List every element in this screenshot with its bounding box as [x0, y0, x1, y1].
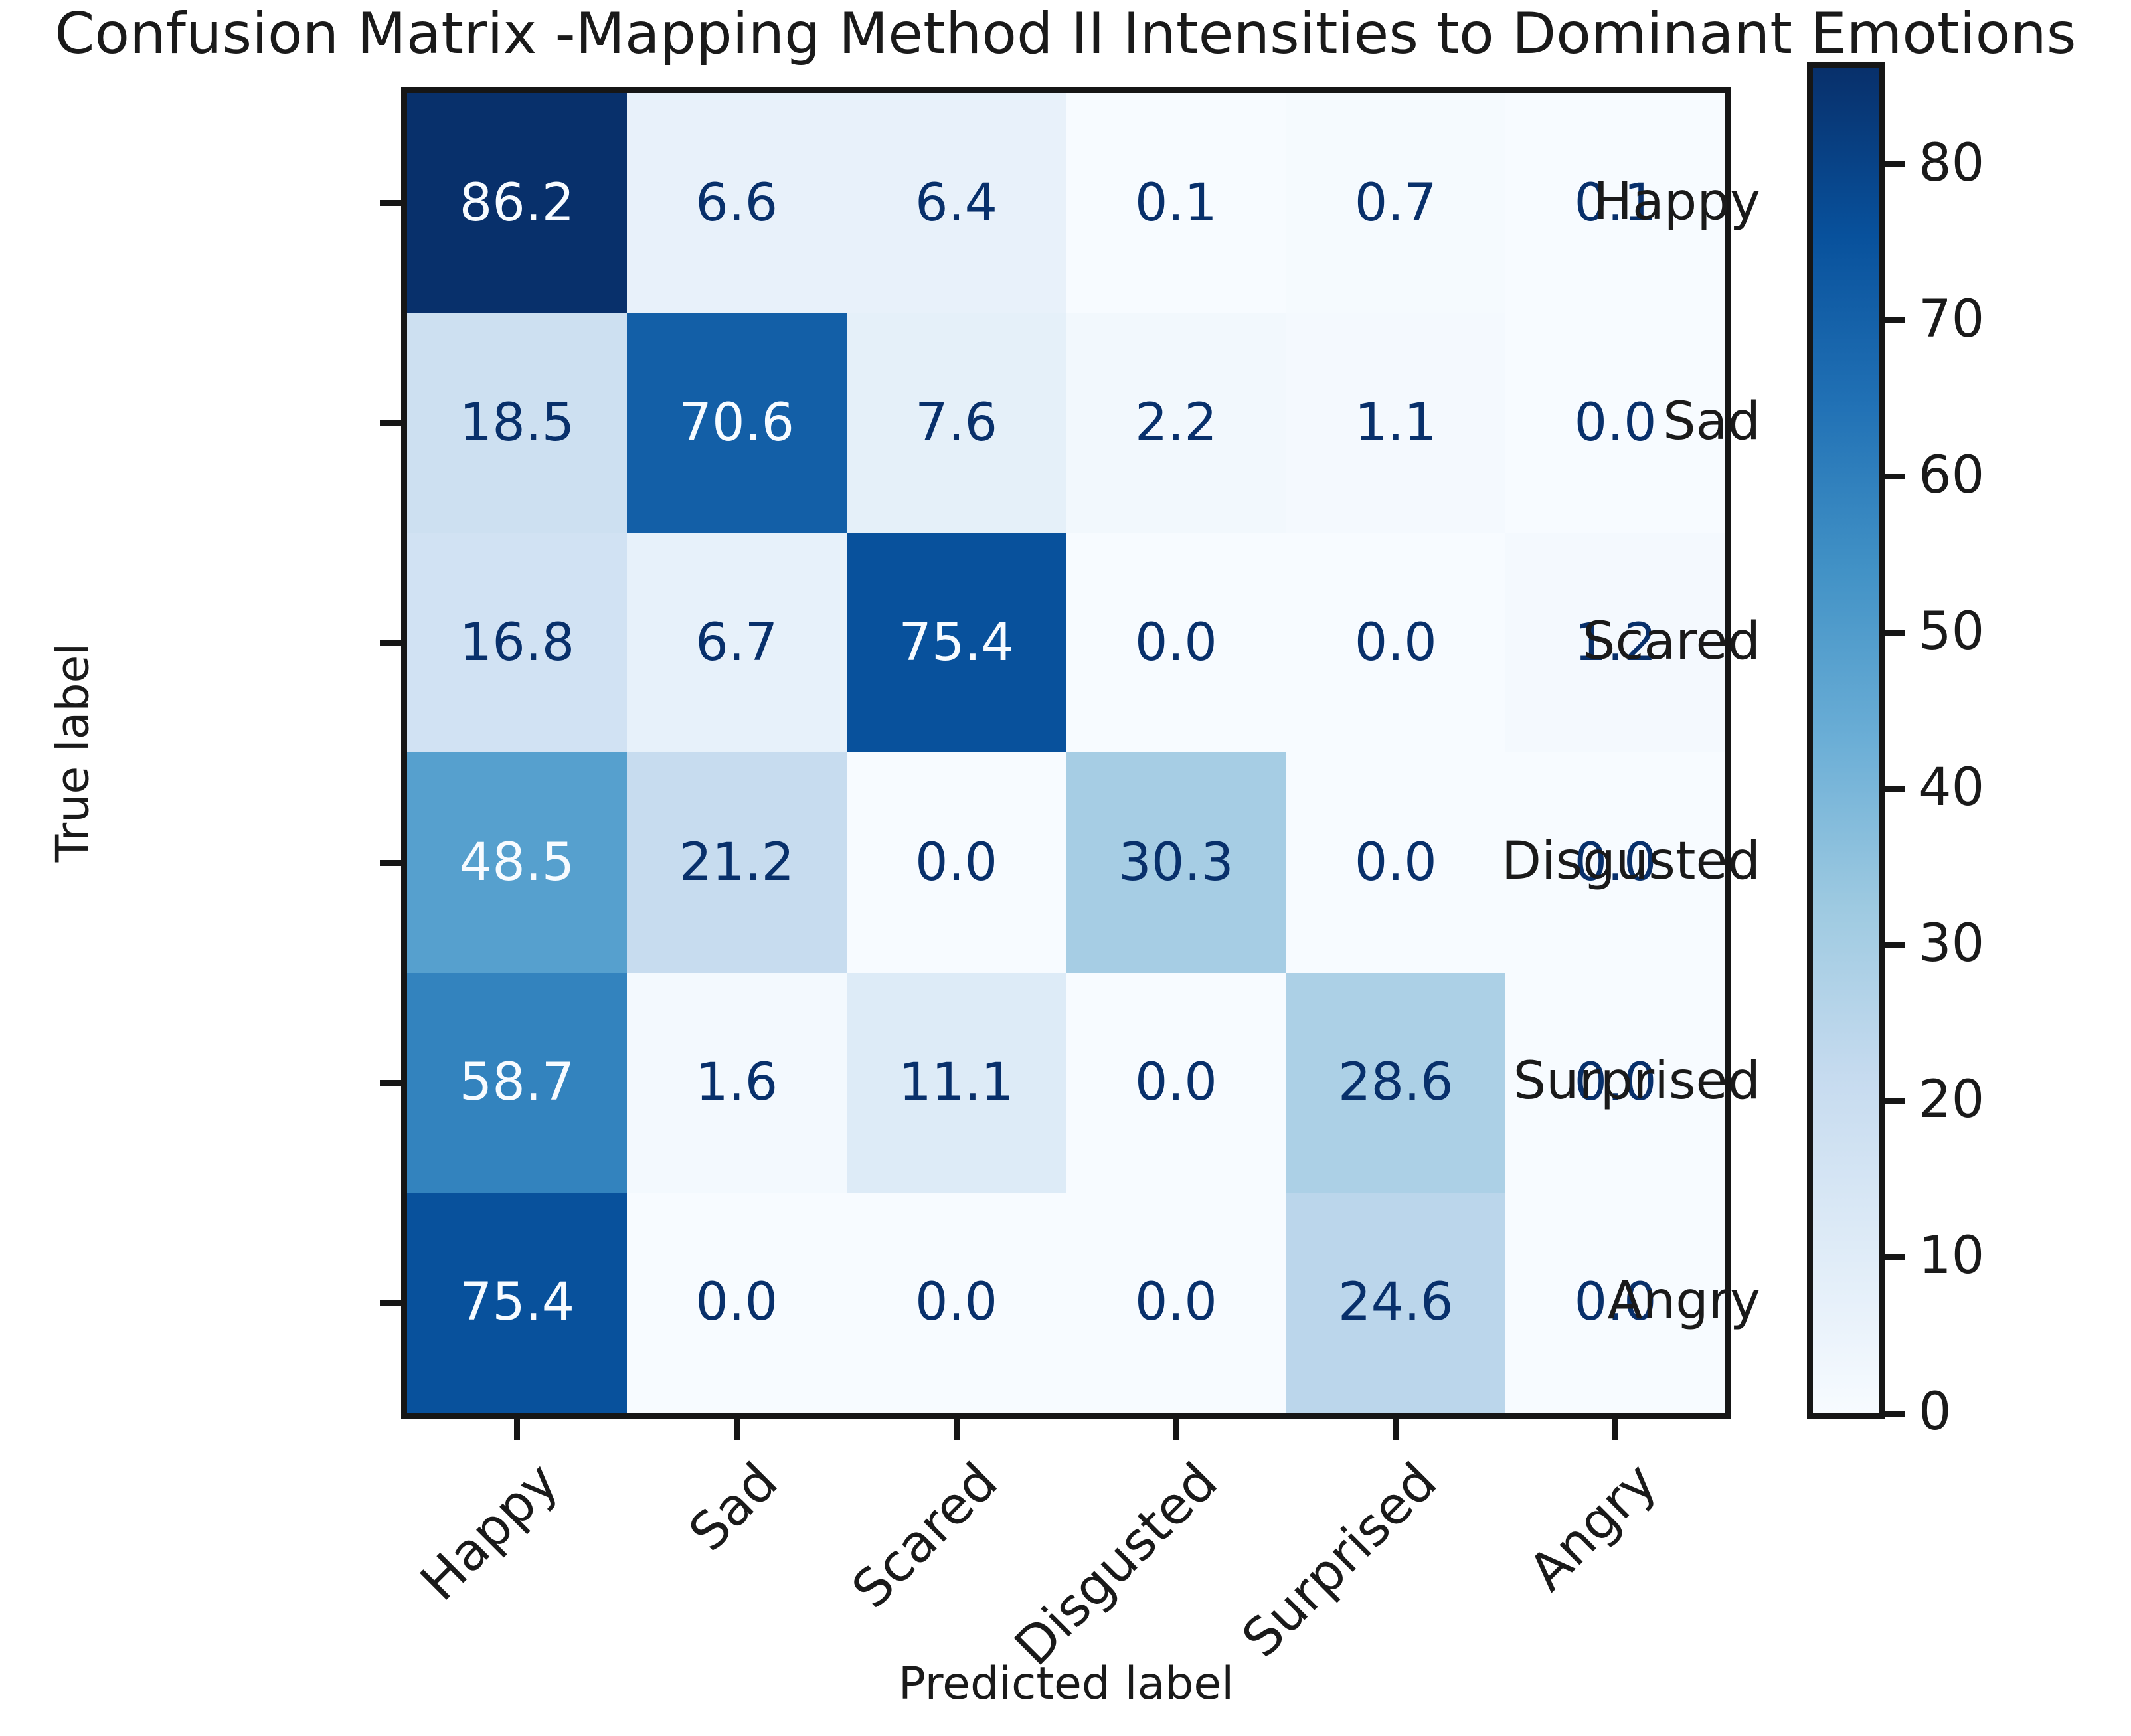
- colorbar-tick-mark: [1885, 474, 1905, 480]
- heatmap-cell: 16.8: [407, 533, 627, 753]
- heatmap-cell: 0.0: [1505, 972, 1725, 1193]
- colorbar-tick-mark: [1885, 317, 1905, 324]
- chart-title: Confusion Matrix -Mapping Method II Inte…: [54, 1, 2077, 67]
- heatmap-cell: 6.6: [626, 93, 847, 313]
- x-tick-label: Sad: [678, 1452, 790, 1563]
- colorbar-tick-label: 10: [1918, 1226, 1985, 1286]
- heatmap-cell: 0.0: [1286, 752, 1506, 973]
- x-tick-label: Surprised: [1231, 1452, 1449, 1669]
- heatmap-cell: 30.3: [1066, 752, 1286, 973]
- y-tick-mark: [380, 1079, 401, 1086]
- heatmap-cell: 21.2: [626, 752, 847, 973]
- heatmap-cell: 70.6: [626, 313, 847, 533]
- heatmap-cell: 48.5: [407, 752, 627, 973]
- x-tick-mark: [733, 1419, 740, 1440]
- x-axis-label: Predicted label: [898, 1658, 1235, 1710]
- heatmap-grid: 86.2 6.6 6.4 0.1 0.7 0.1 18.5 70.6 7.6 2.2 1.1 0.0 1…: [401, 87, 1731, 1419]
- heatmap-cell: 0.0: [1066, 533, 1286, 753]
- colorbar-tick-label: 30: [1918, 914, 1985, 974]
- y-tick-mark: [380, 1299, 401, 1306]
- heatmap-cell: 0.0: [846, 1192, 1066, 1413]
- heatmap-cell: 0.0: [846, 752, 1066, 973]
- x-tick-mark: [1393, 1419, 1399, 1440]
- y-tick-label: Disgusted: [1501, 831, 1760, 892]
- heatmap-cell: 86.2: [407, 93, 627, 313]
- colorbar-tick-label: 60: [1918, 445, 1985, 505]
- heatmap-cell: 0.1: [1505, 93, 1725, 313]
- heatmap-cell: 75.4: [407, 1192, 627, 1413]
- heatmap-cell: 2.2: [1066, 313, 1286, 533]
- x-tick-mark: [513, 1419, 520, 1440]
- x-tick-mark: [1612, 1419, 1619, 1440]
- colorbar-tick-label: 40: [1918, 758, 1985, 818]
- x-tick-label: Scared: [841, 1452, 1009, 1620]
- y-tick-mark: [380, 420, 401, 426]
- y-tick-mark: [380, 859, 401, 866]
- heatmap-cell: 6.4: [846, 93, 1066, 313]
- colorbar-tick-mark: [1885, 786, 1905, 792]
- y-tick-label: Sad: [1663, 391, 1760, 452]
- y-tick-label: Scared: [1582, 612, 1760, 672]
- y-axis-label: True label: [46, 642, 100, 863]
- heatmap-cell: 0.0: [1066, 972, 1286, 1193]
- heatmap-cell: 11.1: [846, 972, 1066, 1193]
- y-tick-mark: [380, 200, 401, 207]
- heatmap-cell: 1.2: [1505, 533, 1725, 753]
- heatmap-cell: 0.0: [1505, 313, 1725, 533]
- heatmap-cell: 18.5: [407, 313, 627, 533]
- x-tick-label: Angry: [1517, 1452, 1669, 1603]
- colorbar: [1807, 62, 1885, 1419]
- y-tick-label: Angry: [1607, 1271, 1760, 1332]
- y-tick-label: Happy: [1593, 171, 1760, 232]
- heatmap-cell: 0.1: [1066, 93, 1286, 313]
- heatmap-cell: 1.1: [1286, 313, 1506, 533]
- heatmap-cell: 75.4: [846, 533, 1066, 753]
- colorbar-tick-label: 20: [1918, 1070, 1985, 1130]
- colorbar-tick-label: 80: [1918, 133, 1985, 193]
- heatmap-cell: 0.0: [626, 1192, 847, 1413]
- x-tick-label: Disgusted: [1003, 1452, 1229, 1678]
- heatmap-cell: 7.6: [846, 313, 1066, 533]
- heatmap-cell: 58.7: [407, 972, 627, 1193]
- x-tick-mark: [953, 1419, 960, 1440]
- colorbar-tick-mark: [1885, 942, 1905, 948]
- heatmap-cell: 0.7: [1286, 93, 1506, 313]
- colorbar-tick-label: 70: [1918, 289, 1985, 349]
- heatmap-cell: 6.7: [626, 533, 847, 753]
- heatmap-cell: 1.6: [626, 972, 847, 1193]
- heatmap-cell: 0.0: [1505, 752, 1725, 973]
- x-tick-label: Happy: [409, 1452, 570, 1612]
- colorbar-tick-mark: [1885, 630, 1905, 636]
- colorbar-tick-label: 50: [1918, 602, 1985, 662]
- heatmap-cell: 0.0: [1066, 1192, 1286, 1413]
- colorbar-tick-mark: [1885, 1410, 1905, 1417]
- heatmap-cell: 0.0: [1286, 533, 1506, 753]
- heatmap-cell: 0.0: [1505, 1192, 1725, 1413]
- colorbar-tick-label: 0: [1918, 1382, 1952, 1442]
- colorbar-tick-mark: [1885, 1098, 1905, 1104]
- heatmap-cell: 24.6: [1286, 1192, 1506, 1413]
- y-tick-label: Surprised: [1513, 1051, 1760, 1112]
- heatmap-cell: 28.6: [1286, 972, 1506, 1193]
- colorbar-tick-mark: [1885, 1254, 1905, 1260]
- colorbar-tick-mark: [1885, 161, 1905, 168]
- y-tick-mark: [380, 640, 401, 646]
- x-tick-mark: [1173, 1419, 1179, 1440]
